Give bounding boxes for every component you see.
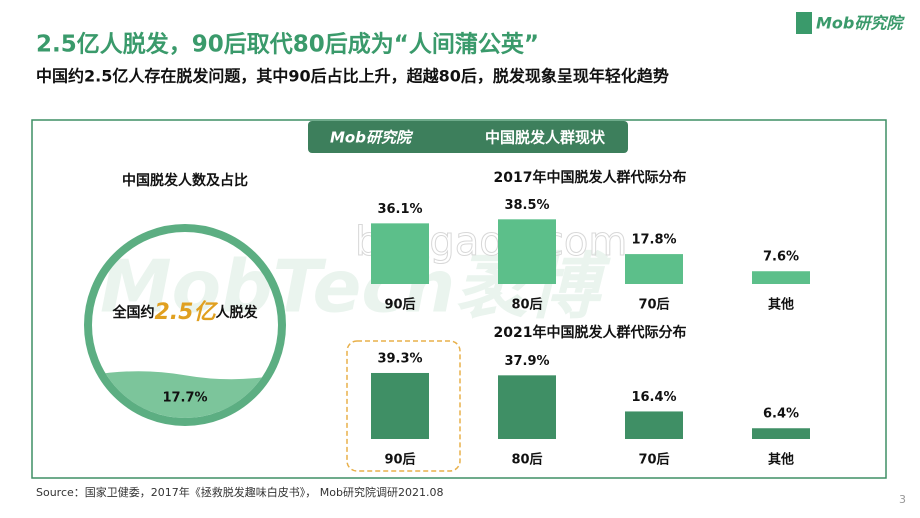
source: Source：国家卫健委，2017年《拯救脱发趣味白皮书》， Mob研究院调研2… [36,485,443,499]
subtitle: 中国约2.5亿人存在脱发问题，其中90后占比上升，超越80后，脱发现象呈现年轻化… [36,67,669,86]
logo-icon [796,12,812,34]
value-label: 17.7% [162,391,207,406]
label-prefix: 全国约 [112,304,155,321]
value-label: 7.6% [763,250,799,265]
x-tick-label: 80后 [511,452,542,468]
value-label: 36.1% [377,202,422,217]
x-tick-label: 80后 [511,297,542,313]
x-tick-label: 70后 [638,297,669,313]
bar [498,375,556,439]
value-label: 17.8% [631,233,676,248]
x-tick-label: 90后 [384,452,415,468]
x-tick-label: 90后 [384,297,415,313]
value-label: 38.5% [504,198,549,213]
value-label: 37.9% [504,354,549,369]
value-label: 6.4% [763,407,799,422]
bar [498,219,556,284]
badge-logo: Mob研究院 [330,129,414,147]
chart-title: 2021年中国脱发人群代际分布 [494,324,687,341]
logo: Mob研究院 [816,14,905,33]
circle-label: 全国约2.5亿人脱发 [112,300,259,325]
chart-title: 2017年中国脱发人群代际分布 [494,169,687,186]
label-suffix: 人脱发 [215,304,258,321]
x-tick-label: 其他 [768,297,794,313]
highlight-box [346,340,461,472]
bar [371,223,429,284]
bar [371,372,429,439]
page-number: 3 [899,493,906,506]
chart-title: 中国脱发人数及占比 [122,172,248,189]
bar [752,271,810,284]
value-label: 39.3% [377,351,422,366]
title: 2.5亿人脱发，90后取代80后成为“人间蒲公英” [36,31,539,58]
highlight: 2.5亿 [155,300,219,325]
bar [625,411,683,439]
bar [625,254,683,284]
x-tick-label: 其他 [768,452,794,468]
circle-outline [84,224,286,426]
panel [31,119,887,479]
value-label: 16.4% [631,390,676,405]
badge-title: 中国脱发人群现状 [485,129,606,147]
x-tick-label: 70后 [638,452,669,468]
badge [308,121,628,153]
bar [752,428,810,439]
